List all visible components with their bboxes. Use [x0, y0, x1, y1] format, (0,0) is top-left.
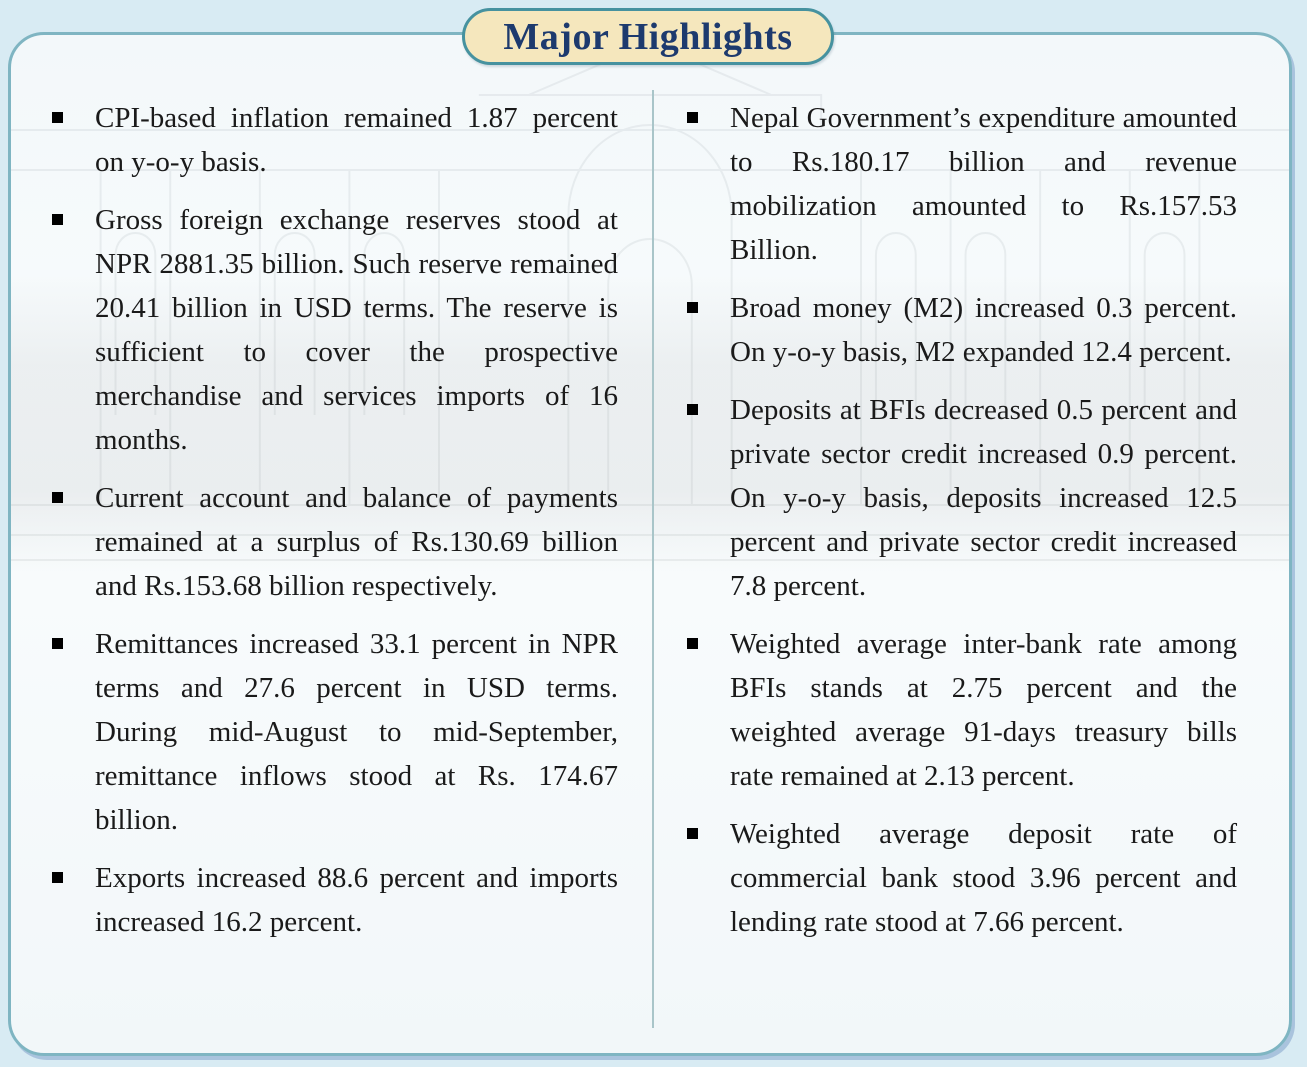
- bullet-icon: [52, 112, 63, 123]
- highlight-text: Current account and balance of payments …: [95, 482, 618, 602]
- bullet-icon: [687, 302, 698, 313]
- highlight-item: Current account and balance of payments …: [50, 476, 618, 608]
- highlight-item: Weighted average deposit rate of commerc…: [685, 812, 1237, 944]
- bullet-icon: [687, 404, 698, 415]
- highlight-item: Gross foreign exchange reserves stood at…: [50, 198, 618, 462]
- bullet-icon: [687, 638, 698, 649]
- highlight-text: CPI-based inflation remained 1.87 percen…: [95, 102, 618, 178]
- bullet-icon: [687, 828, 698, 839]
- highlight-text: Deposits at BFIs decreased 0.5 percent a…: [730, 394, 1237, 602]
- highlight-item: Weighted average inter-bank rate among B…: [685, 622, 1237, 798]
- bullet-icon: [52, 492, 63, 503]
- column-divider: [652, 90, 654, 1028]
- left-column: CPI-based inflation remained 1.87 percen…: [50, 96, 618, 958]
- highlights-panel: Major Highlights CPI-based inflation rem…: [8, 8, 1292, 1056]
- highlight-item: Exports increased 88.6 percent and impor…: [50, 856, 618, 944]
- highlight-text: Gross foreign exchange reserves stood at…: [95, 204, 618, 456]
- highlight-text: Remittances increased 33.1 percent in NP…: [95, 628, 618, 836]
- bullet-icon: [52, 638, 63, 649]
- highlight-item: Deposits at BFIs decreased 0.5 percent a…: [685, 388, 1237, 608]
- highlight-item: Remittances increased 33.1 percent in NP…: [50, 622, 618, 842]
- panel-title-capsule: Major Highlights: [462, 8, 834, 65]
- page-title: Major Highlights: [503, 15, 793, 58]
- highlight-text: Broad money (M2) increased 0.3 percent. …: [730, 292, 1237, 368]
- highlight-text: Weighted average inter-bank rate among B…: [730, 628, 1237, 792]
- highlight-text: Nepal Government’s expenditure amounted …: [730, 102, 1237, 266]
- bullet-icon: [687, 112, 698, 123]
- highlight-item: Nepal Government’s expenditure amounted …: [685, 96, 1237, 272]
- highlight-item: CPI-based inflation remained 1.87 percen…: [50, 96, 618, 184]
- right-column: Nepal Government’s expenditure amounted …: [685, 96, 1237, 958]
- bullet-icon: [52, 214, 63, 225]
- highlight-text: Exports increased 88.6 percent and impor…: [95, 862, 618, 938]
- right-highlights-list: Nepal Government’s expenditure amounted …: [685, 96, 1237, 944]
- highlight-text: Weighted average deposit rate of commerc…: [730, 818, 1237, 938]
- bullet-icon: [52, 872, 63, 883]
- highlight-item: Broad money (M2) increased 0.3 percent. …: [685, 286, 1237, 374]
- left-highlights-list: CPI-based inflation remained 1.87 percen…: [50, 96, 618, 944]
